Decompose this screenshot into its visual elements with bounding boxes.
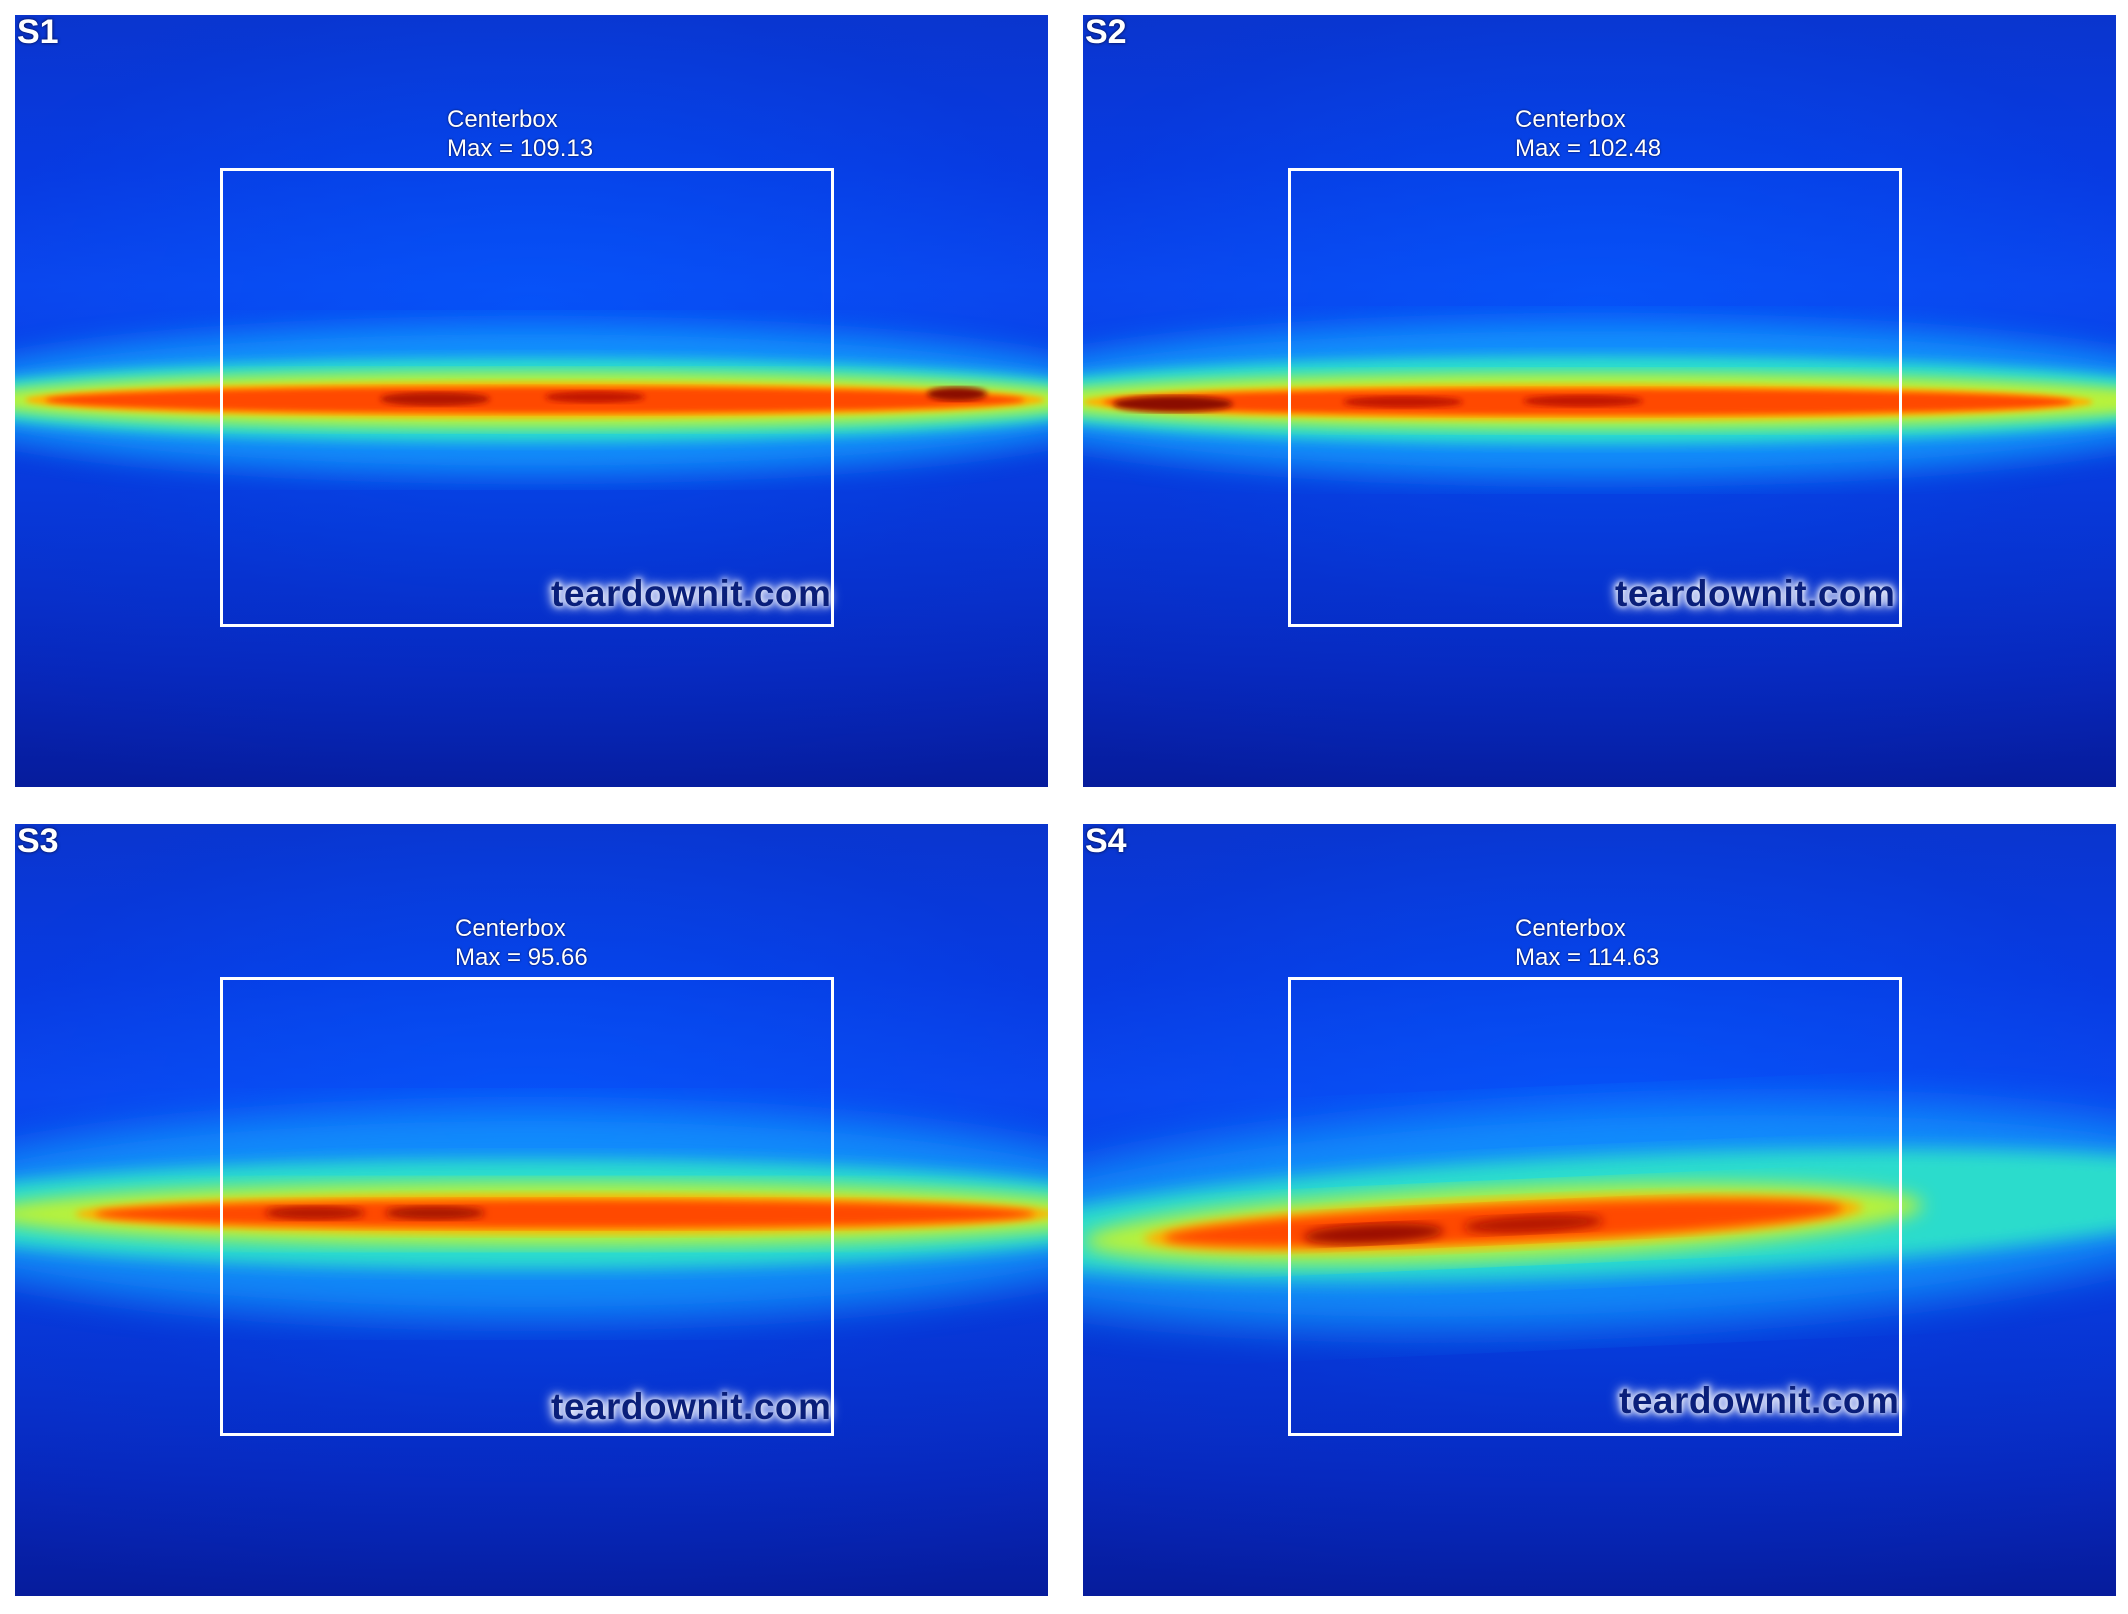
centerbox-title: Centerbox	[455, 915, 566, 942]
panel-label: S2	[1085, 15, 1127, 51]
beam-heatmap-s2	[1083, 322, 2116, 478]
centerbox-max-value: Max = 109.13	[447, 135, 594, 162]
centerbox-title: Centerbox	[1515, 106, 1626, 133]
centerbox-outline	[220, 168, 834, 627]
watermark: teardownit.com	[1615, 573, 1896, 614]
beam-heatmap-s3	[15, 1109, 1048, 1319]
centerbox-outline	[1288, 977, 1902, 1436]
beam-profile-panel-s2: S2 Centerbox Max = 102.48 teardownit.com	[1083, 15, 2116, 787]
centerbox-outline	[220, 977, 834, 1436]
centerbox-max-value: Max = 102.48	[1515, 135, 1662, 162]
centerbox-caption: Centerbox Max = 95.66	[455, 914, 588, 972]
beam-heatmap-s1	[15, 325, 1048, 475]
beam-profile-panel-s4: S4 Centerbox Max = 114.63 teardownit.com	[1083, 824, 2116, 1596]
panel-label: S3	[17, 824, 59, 860]
watermark: teardownit.com	[551, 1386, 832, 1427]
centerbox-title: Centerbox	[447, 106, 558, 133]
panel-label: S4	[1085, 824, 1127, 860]
centerbox-title: Centerbox	[1515, 915, 1626, 942]
watermark: teardownit.com	[551, 573, 832, 614]
centerbox-caption: Centerbox Max = 109.13	[447, 105, 593, 163]
centerbox-outline	[1288, 168, 1902, 627]
centerbox-max-value: Max = 114.63	[1515, 944, 1660, 971]
panel-label: S1	[17, 15, 59, 51]
centerbox-max-value: Max = 95.66	[455, 944, 588, 971]
beam-profile-panel-s3: S3 Centerbox Max = 95.66 teardownit.com	[15, 824, 1048, 1596]
watermark: teardownit.com	[1619, 1380, 1900, 1421]
centerbox-caption: Centerbox Max = 102.48	[1515, 105, 1661, 163]
centerbox-caption: Centerbox Max = 114.63	[1515, 914, 1659, 972]
beam-profile-panel-s1: S1 Centerbox Max = 109.13 teardownit.com	[15, 15, 1048, 787]
beam-heatmap-s4	[1083, 1102, 2116, 1330]
